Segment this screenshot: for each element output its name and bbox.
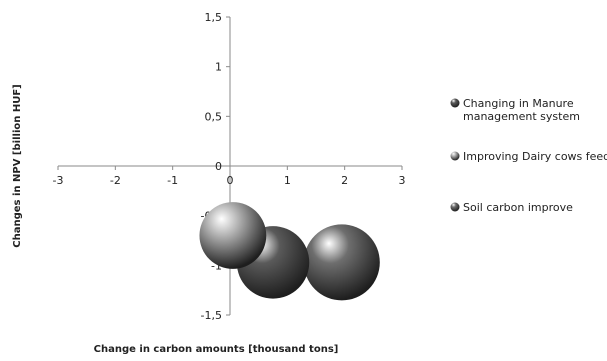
legend-label: Improving Dairy cows feed (463, 150, 607, 163)
legend-label: Soil carbon improve (463, 201, 573, 214)
y-tick-label: 1,5 (205, 11, 223, 24)
legend-marker (451, 99, 460, 108)
y-tick-label: 1 (215, 61, 222, 74)
x-axis-title: Change in carbon amounts [thousand tons] (94, 344, 339, 355)
y-tick-label: 0,5 (205, 110, 223, 123)
y-tick-label: 0 (215, 160, 222, 173)
bubbles (199, 202, 379, 300)
y-axis-title: Changes in NPV [billion HUF] (12, 84, 23, 247)
bubble-point (199, 202, 266, 269)
x-tick-label: 1 (284, 174, 291, 187)
x-tick-label: -1 (167, 174, 178, 187)
x-tick-label: -2 (110, 174, 121, 187)
x-tick-label: 2 (341, 174, 348, 187)
x-tick-label: -3 (53, 174, 64, 187)
y-tick-label: -1,5 (201, 309, 222, 322)
legend-marker (451, 203, 460, 212)
x-tick-label: 3 (399, 174, 406, 187)
legend-marker (451, 152, 460, 161)
x-tick-label: 0 (227, 174, 234, 187)
bubble-point (304, 224, 380, 300)
